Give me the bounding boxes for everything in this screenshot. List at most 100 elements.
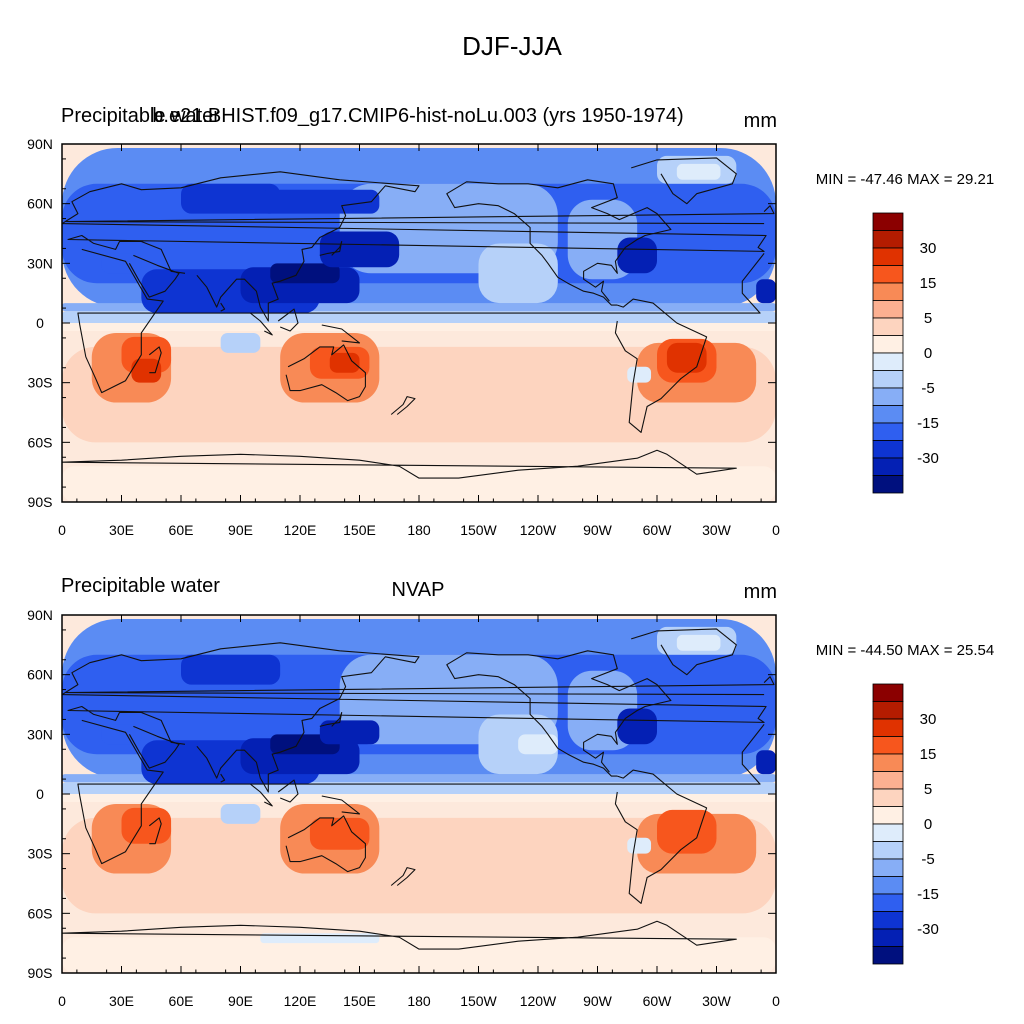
coastline: [250, 312, 273, 336]
colorbar-swatch: [872, 212, 904, 231]
field-contour: [62, 323, 776, 331]
field-contour: [666, 342, 707, 373]
field-contour: [62, 311, 776, 323]
colorbar-label: -5: [921, 380, 934, 397]
y-tick-label: 30S: [28, 375, 53, 391]
field-contour: [309, 817, 370, 850]
panel-model: Precipitable water b.e21.BHIST.f09_g17.C…: [27, 105, 994, 538]
colorbar-label: -30: [917, 450, 939, 467]
field-contour: [121, 807, 172, 844]
coastline: [62, 171, 767, 322]
colorbar-swatch: [872, 928, 904, 947]
field-contour: [220, 803, 261, 824]
coastline: [446, 179, 672, 306]
panel-units-label: mm: [744, 581, 777, 603]
colorbar-label: 5: [924, 781, 932, 798]
colorbar-swatch: [872, 841, 904, 860]
coastline: [148, 346, 162, 374]
x-tick-label: 60E: [169, 522, 194, 538]
y-tick-label: 90N: [27, 136, 53, 152]
field-contour: [62, 782, 776, 794]
coastline: [446, 650, 672, 777]
panel-variable-label: Precipitable water: [61, 105, 220, 127]
field-contour: [62, 817, 776, 914]
field-contour: [756, 750, 776, 775]
x-tick-label: 150E: [343, 522, 376, 538]
field-contour: [181, 183, 281, 214]
colorbar-swatch: [872, 893, 904, 912]
x-tick-label: 0: [58, 993, 66, 1009]
y-tick-label: 60S: [28, 905, 53, 921]
field-contour: [478, 714, 558, 775]
map-field: [62, 144, 776, 502]
colorbar-label: 0: [924, 345, 932, 362]
colorbar-swatch: [872, 265, 904, 284]
x-tick-label: 150E: [343, 993, 376, 1009]
colorbar-swatch: [872, 753, 904, 772]
colorbar-label: -15: [917, 886, 939, 903]
x-tick-label: 0: [772, 522, 780, 538]
colorbar-swatch: [872, 911, 904, 930]
y-tick-label: 60N: [27, 196, 53, 212]
x-tick-label: 150W: [460, 522, 497, 538]
field-contour: [62, 466, 776, 502]
coastline: [319, 240, 343, 256]
coastline: [277, 308, 299, 332]
coastline: [631, 628, 737, 676]
coastline: [62, 642, 767, 793]
colorbar-swatch: [872, 806, 904, 825]
coastline: [128, 254, 180, 298]
coastline: [319, 711, 343, 727]
colorbar-swatch: [872, 683, 904, 702]
colorbar-label: -30: [917, 921, 939, 938]
coastline: [614, 769, 708, 904]
colorbar-swatch: [872, 718, 904, 737]
x-tick-label: 90E: [228, 993, 253, 1009]
y-tick-label: 90N: [27, 607, 53, 623]
x-tick-label: 120W: [520, 522, 557, 538]
y-tick-label: 30S: [28, 846, 53, 862]
field-contour: [62, 794, 776, 802]
colorbar-swatch: [872, 823, 904, 842]
colorbar-swatch: [872, 457, 904, 476]
coastline: [220, 773, 226, 783]
colorbar-swatch: [872, 300, 904, 319]
x-tick-label: 30W: [702, 993, 732, 1009]
x-tick-label: 180: [407, 993, 431, 1009]
coastline: [390, 867, 416, 886]
x-tick-label: 60W: [643, 993, 673, 1009]
coastline: [614, 298, 708, 433]
x-tick-label: 90E: [228, 522, 253, 538]
colorbar-swatch: [872, 771, 904, 790]
y-tick-label: 0: [36, 315, 44, 331]
panel-case-label: NVAP: [392, 579, 445, 601]
colorbar-swatch: [872, 230, 904, 249]
colorbar-swatch: [872, 701, 904, 720]
field-contour: [181, 654, 281, 685]
panel-case-label: b.e21.BHIST.f09_g17.CMIP6-hist-noLu.003 …: [152, 105, 683, 127]
y-tick-label: 90S: [28, 494, 53, 510]
coastline: [631, 157, 737, 205]
field-contour: [260, 189, 380, 214]
x-tick-label: 180: [407, 522, 431, 538]
panel-stats-label: MIN = -47.46 MAX = 29.21: [816, 171, 994, 188]
x-tick-label: 30E: [109, 993, 134, 1009]
panel-units-label: mm: [744, 110, 777, 132]
y-tick-label: 30N: [27, 255, 53, 271]
field-contour: [319, 231, 400, 268]
colorbar-label: 15: [920, 275, 937, 292]
x-tick-label: 120E: [284, 993, 317, 1009]
x-tick-label: 120W: [520, 993, 557, 1009]
coastline: [250, 783, 273, 807]
x-tick-label: 30E: [109, 522, 134, 538]
field-contour: [329, 352, 360, 373]
colorbar-swatch: [872, 788, 904, 807]
field-contour: [657, 809, 717, 854]
coastline: [277, 779, 299, 803]
panel-variable-label: Precipitable water: [61, 575, 220, 597]
colorbar-label: 0: [924, 816, 932, 833]
colorbar-swatch: [872, 370, 904, 389]
field-contour: [518, 734, 558, 755]
field-contour: [756, 279, 776, 304]
